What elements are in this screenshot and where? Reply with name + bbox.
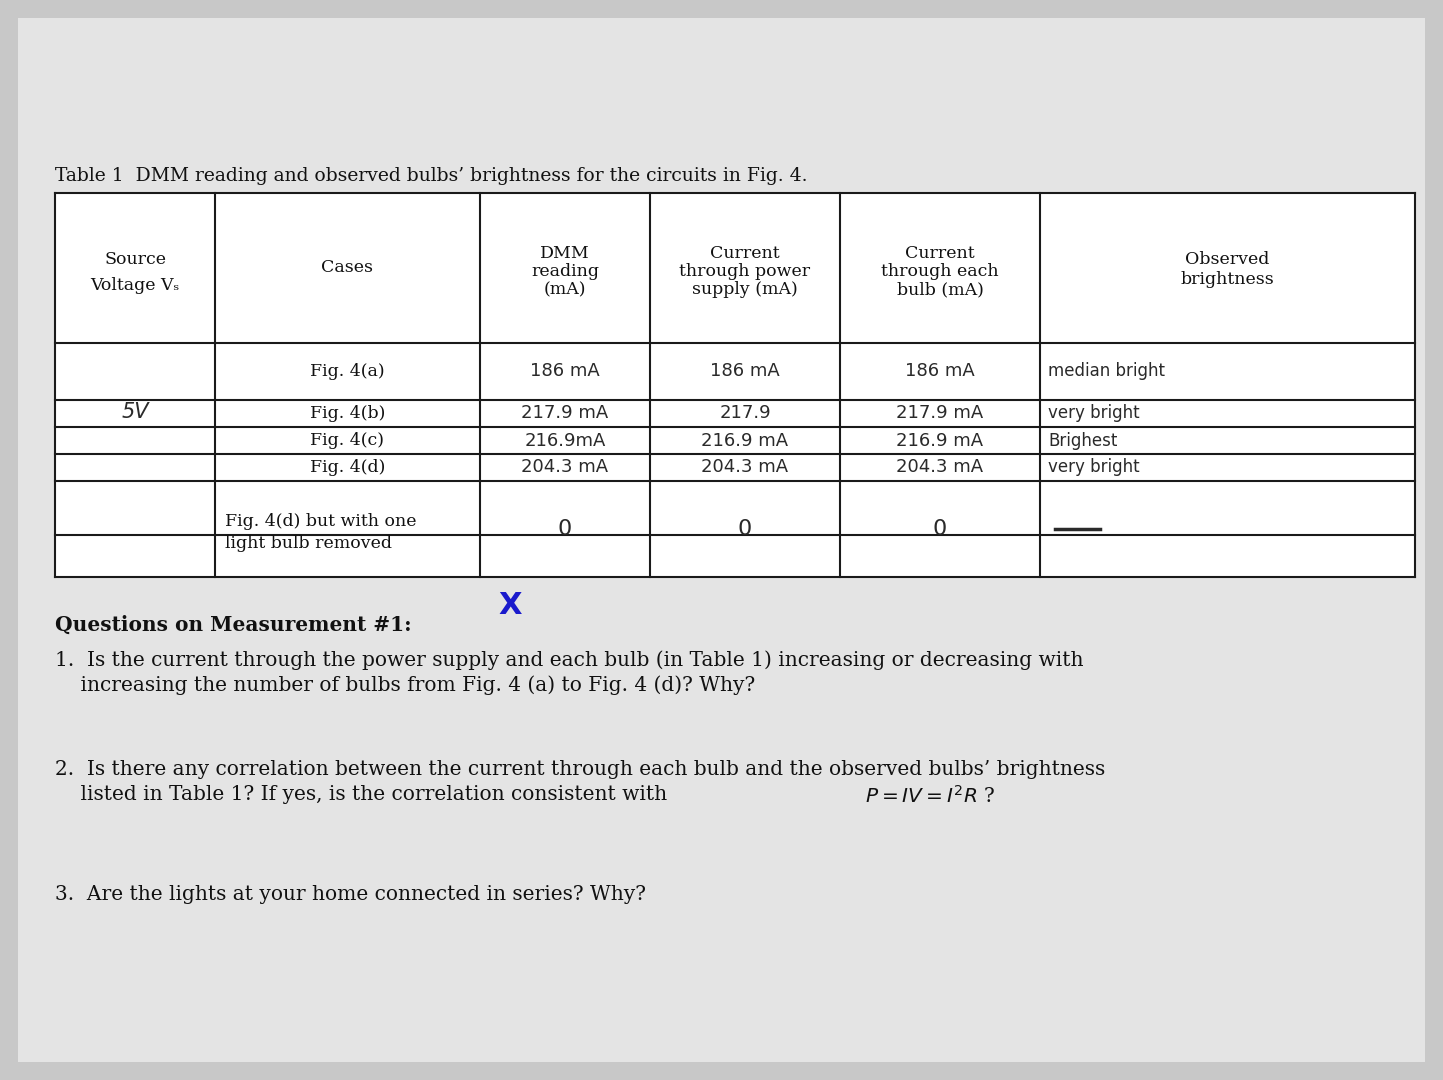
Text: 204.3 mA: 204.3 mA — [701, 459, 788, 476]
Text: median bright: median bright — [1048, 363, 1165, 380]
Text: Observed: Observed — [1185, 252, 1270, 269]
Text: $P = IV = I^2R$ ?: $P = IV = I^2R$ ? — [864, 785, 996, 807]
Text: reading: reading — [531, 264, 599, 281]
Text: 204.3 mA: 204.3 mA — [896, 459, 984, 476]
Text: 186 mA: 186 mA — [905, 363, 975, 380]
Text: 1.  Is the current through the power supply and each bulb (in Table 1) increasin: 1. Is the current through the power supp… — [55, 650, 1084, 670]
Text: listed in Table 1? If yes, is the correlation consistent with: listed in Table 1? If yes, is the correl… — [55, 785, 680, 804]
Text: 186 mA: 186 mA — [530, 363, 600, 380]
Text: 204.3 mA: 204.3 mA — [521, 459, 609, 476]
Text: 5V: 5V — [121, 402, 149, 422]
Text: 216.9 mA: 216.9 mA — [896, 432, 984, 449]
Text: 0: 0 — [932, 519, 947, 539]
Text: brightness: brightness — [1180, 271, 1274, 288]
Text: 217.9: 217.9 — [719, 405, 771, 422]
Text: 216.9 mA: 216.9 mA — [701, 432, 788, 449]
Text: very bright: very bright — [1048, 405, 1140, 422]
Bar — [55, 193, 1416, 577]
Text: increasing the number of bulbs from Fig. 4 (a) to Fig. 4 (d)? Why?: increasing the number of bulbs from Fig.… — [55, 675, 755, 694]
Text: Brighest: Brighest — [1048, 432, 1117, 449]
Text: 217.9 mA: 217.9 mA — [896, 405, 984, 422]
Text: Fig. 4(a): Fig. 4(a) — [310, 363, 385, 380]
Text: Current: Current — [905, 245, 975, 262]
Text: through power: through power — [680, 264, 811, 281]
Text: X: X — [498, 591, 522, 620]
Text: Fig. 4(c): Fig. 4(c) — [310, 432, 384, 449]
Text: Questions on Measurement #1:: Questions on Measurement #1: — [55, 615, 411, 635]
Text: 216.9mA: 216.9mA — [524, 432, 606, 449]
Text: very bright: very bright — [1048, 459, 1140, 476]
Text: light bulb removed: light bulb removed — [225, 535, 392, 552]
Text: 2.  Is there any correlation between the current through each bulb and the obser: 2. Is there any correlation between the … — [55, 760, 1105, 779]
Text: 186 mA: 186 mA — [710, 363, 779, 380]
Text: Cases: Cases — [322, 259, 374, 276]
Text: 0: 0 — [737, 519, 752, 539]
Text: bulb (mA): bulb (mA) — [896, 282, 984, 298]
Text: DMM: DMM — [540, 245, 590, 262]
Text: Fig. 4(d) but with one: Fig. 4(d) but with one — [225, 513, 417, 529]
Text: Fig. 4(b): Fig. 4(b) — [310, 405, 385, 422]
Text: supply (mA): supply (mA) — [693, 282, 798, 298]
Text: 217.9 mA: 217.9 mA — [521, 405, 609, 422]
Text: Table 1  DMM reading and observed bulbs’ brightness for the circuits in Fig. 4.: Table 1 DMM reading and observed bulbs’ … — [55, 167, 808, 185]
Text: (mA): (mA) — [544, 282, 586, 298]
Text: Voltage Vₛ: Voltage Vₛ — [91, 278, 179, 295]
Text: Fig. 4(d): Fig. 4(d) — [310, 459, 385, 476]
Text: Current: Current — [710, 245, 779, 262]
Text: 0: 0 — [558, 519, 571, 539]
Text: Source: Source — [104, 252, 166, 269]
Text: 3.  Are the lights at your home connected in series? Why?: 3. Are the lights at your home connected… — [55, 885, 646, 904]
Text: through each: through each — [882, 264, 999, 281]
